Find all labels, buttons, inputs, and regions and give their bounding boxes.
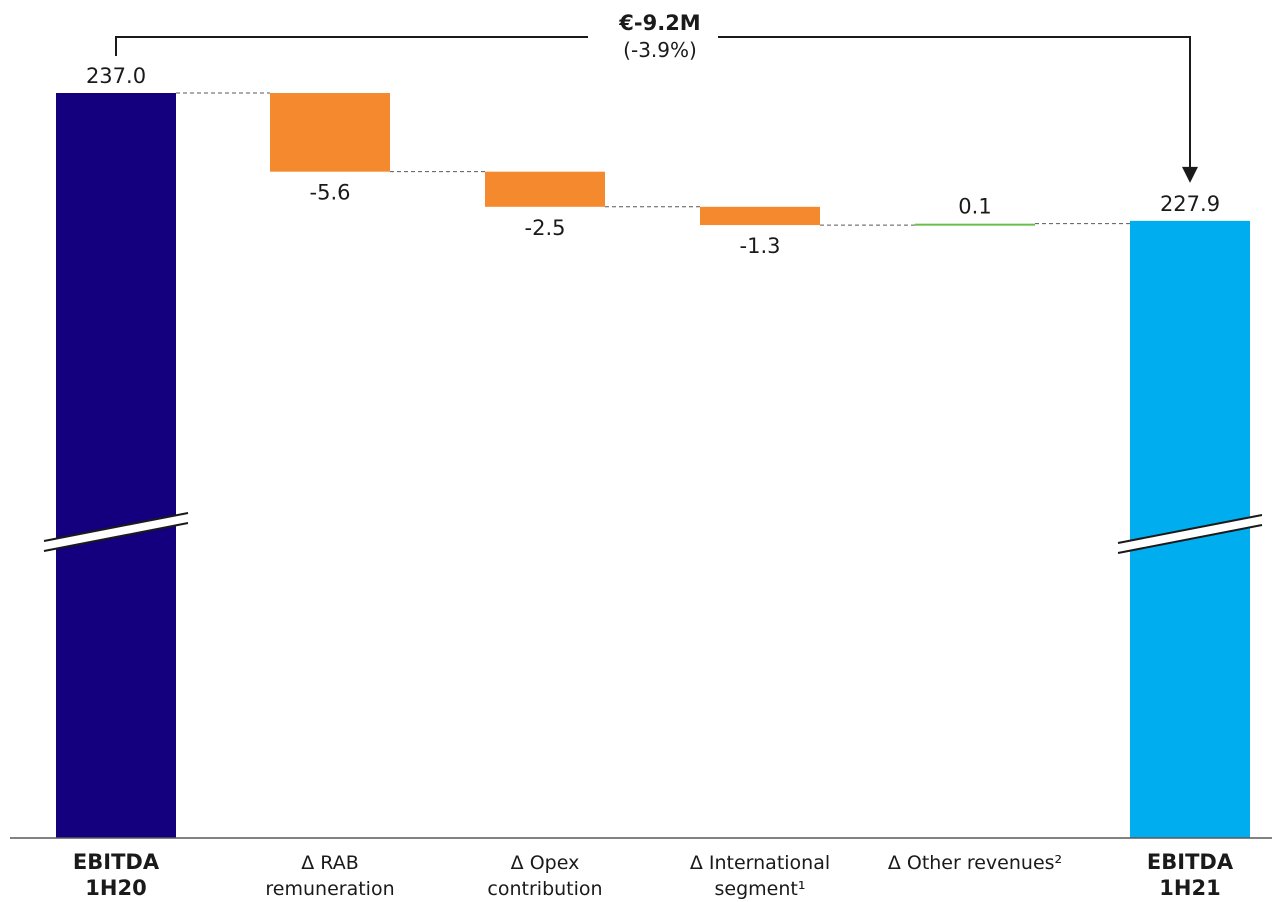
bars	[56, 93, 1250, 839]
value-labels: 237.0 -5.6 -2.5 -1.3 0.1 227.9	[86, 64, 1220, 258]
category-label: EBITDA	[1147, 850, 1234, 874]
total-change-bracket: €-9.2M (-3.9%)	[115, 11, 1198, 183]
category-label: contribution	[487, 878, 602, 900]
data-label: 0.1	[958, 195, 991, 219]
bar-decrease	[485, 171, 605, 207]
axis-break-line	[43, 512, 189, 542]
bar-total	[56, 93, 176, 838]
total-change-percent: (-3.9%)	[623, 38, 697, 62]
category-label: Δ International	[690, 852, 830, 874]
category-label: Δ RAB	[301, 852, 359, 874]
total-change-label: €-9.2M	[618, 11, 700, 35]
data-label: -2.5	[525, 216, 566, 240]
category-label: Δ Other revenues²	[888, 852, 1062, 874]
category-label: 1H21	[1159, 876, 1220, 900]
category-label: segment¹	[715, 878, 806, 900]
category-label: EBITDA	[73, 850, 160, 874]
category-label: Δ Opex	[511, 852, 580, 874]
axis-break-line	[43, 522, 189, 552]
connector-lines	[176, 92, 1130, 226]
data-label: -1.3	[740, 234, 781, 258]
arrow-head-icon	[1182, 166, 1198, 183]
axis-breaks	[43, 512, 1263, 554]
axis-break-line	[1117, 524, 1263, 554]
axis-break-gap	[1117, 515, 1263, 553]
data-label: -5.6	[310, 181, 351, 205]
data-label: 237.0	[86, 64, 146, 88]
axis-break-line	[1117, 514, 1263, 544]
category-label: remuneration	[265, 878, 394, 900]
bar-decrease	[270, 93, 390, 172]
bracket-line	[115, 36, 1191, 169]
category-label: 1H20	[85, 876, 146, 900]
bar-increase	[915, 223, 1035, 226]
axis-break-gap	[43, 513, 189, 551]
bar-decrease	[700, 206, 820, 226]
data-label: 227.9	[1160, 192, 1220, 216]
